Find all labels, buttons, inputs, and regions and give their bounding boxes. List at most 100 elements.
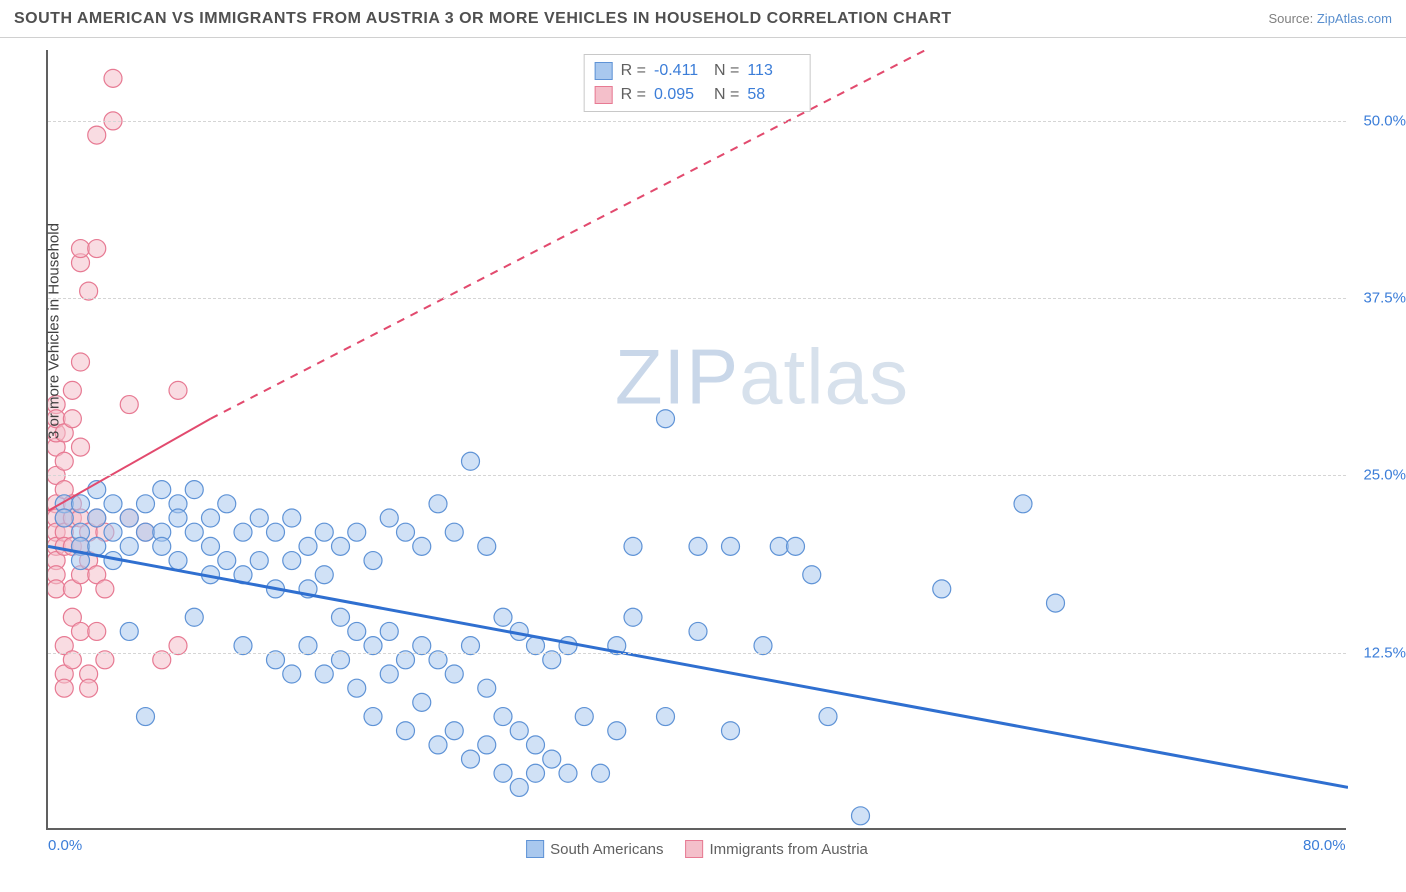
data-point	[332, 537, 350, 555]
data-point	[429, 495, 447, 513]
data-point	[722, 537, 740, 555]
data-point	[104, 69, 122, 87]
series-swatch	[595, 62, 613, 80]
data-point	[137, 708, 155, 726]
data-point	[575, 708, 593, 726]
plot-svg	[48, 50, 1348, 830]
legend-swatch	[686, 840, 704, 858]
r-label: R =	[621, 86, 646, 104]
data-point	[202, 509, 220, 527]
data-point	[1014, 495, 1032, 513]
grid-line	[48, 653, 1346, 654]
y-tick-label: 25.0%	[1351, 467, 1406, 484]
data-point	[445, 665, 463, 683]
data-point	[185, 523, 203, 541]
data-point	[624, 608, 642, 626]
n-value: 58	[747, 86, 799, 104]
data-point	[494, 608, 512, 626]
data-point	[104, 523, 122, 541]
data-point	[234, 523, 252, 541]
legend: South Americans Immigrants from Austria	[526, 840, 868, 858]
data-point	[348, 679, 366, 697]
legend-label: Immigrants from Austria	[710, 841, 868, 858]
y-tick-label: 37.5%	[1351, 290, 1406, 307]
data-point	[803, 566, 821, 584]
data-point	[364, 708, 382, 726]
x-tick-label: 0.0%	[48, 837, 82, 854]
data-point	[592, 764, 610, 782]
data-point	[96, 580, 114, 598]
r-label: R =	[621, 62, 646, 80]
r-value: -0.411	[654, 62, 706, 80]
data-point	[494, 708, 512, 726]
data-point	[510, 778, 528, 796]
data-point	[413, 693, 431, 711]
data-point	[332, 608, 350, 626]
data-point	[380, 622, 398, 640]
chart-header: SOUTH AMERICAN VS IMMIGRANTS FROM AUSTRI…	[0, 0, 1406, 38]
series-swatch	[595, 86, 613, 104]
data-point	[63, 381, 81, 399]
data-point	[72, 240, 90, 258]
data-point	[689, 622, 707, 640]
data-point	[218, 495, 236, 513]
legend-label: South Americans	[550, 841, 663, 858]
data-point	[559, 764, 577, 782]
r-value: 0.095	[654, 86, 706, 104]
data-point	[315, 523, 333, 541]
y-tick-label: 50.0%	[1351, 112, 1406, 129]
data-point	[250, 552, 268, 570]
source-prefix: Source:	[1268, 11, 1316, 26]
data-point	[185, 608, 203, 626]
legend-item: Immigrants from Austria	[686, 840, 868, 858]
data-point	[48, 580, 65, 598]
grid-line	[48, 475, 1346, 476]
source-link[interactable]: ZipAtlas.com	[1317, 11, 1392, 26]
data-point	[80, 679, 98, 697]
legend-swatch	[526, 840, 544, 858]
y-axis-label: 3 or more Vehicles in Household	[46, 223, 63, 439]
y-tick-label: 12.5%	[1351, 644, 1406, 661]
data-point	[315, 665, 333, 683]
stats-row: R =0.095N =58	[595, 83, 800, 107]
data-point	[527, 736, 545, 754]
data-point	[283, 509, 301, 527]
data-point	[202, 537, 220, 555]
x-tick-label: 80.0%	[1303, 837, 1346, 854]
data-point	[88, 240, 106, 258]
data-point	[787, 537, 805, 555]
data-point	[380, 665, 398, 683]
data-point	[852, 807, 870, 825]
grid-line	[48, 121, 1346, 122]
data-point	[380, 509, 398, 527]
n-value: 113	[747, 62, 799, 80]
data-point	[445, 523, 463, 541]
n-label: N =	[714, 62, 739, 80]
trend-line	[48, 546, 1348, 787]
data-point	[510, 722, 528, 740]
data-point	[657, 410, 675, 428]
data-point	[348, 622, 366, 640]
data-point	[169, 509, 187, 527]
data-point	[364, 552, 382, 570]
data-point	[63, 410, 81, 428]
data-point	[527, 764, 545, 782]
data-point	[445, 722, 463, 740]
data-point	[299, 537, 317, 555]
trend-line-dashed	[211, 50, 926, 419]
data-point	[315, 566, 333, 584]
data-point	[819, 708, 837, 726]
data-point	[429, 736, 447, 754]
data-point	[478, 679, 496, 697]
legend-item: South Americans	[526, 840, 663, 858]
data-point	[185, 481, 203, 499]
data-point	[267, 523, 285, 541]
source-attribution: Source: ZipAtlas.com	[1268, 11, 1392, 26]
correlation-stats-box: R =-0.411N =113R =0.095N =58	[584, 54, 811, 112]
data-point	[283, 552, 301, 570]
data-point	[657, 708, 675, 726]
data-point	[137, 495, 155, 513]
data-point	[88, 126, 106, 144]
data-point	[72, 622, 90, 640]
data-point	[88, 537, 106, 555]
